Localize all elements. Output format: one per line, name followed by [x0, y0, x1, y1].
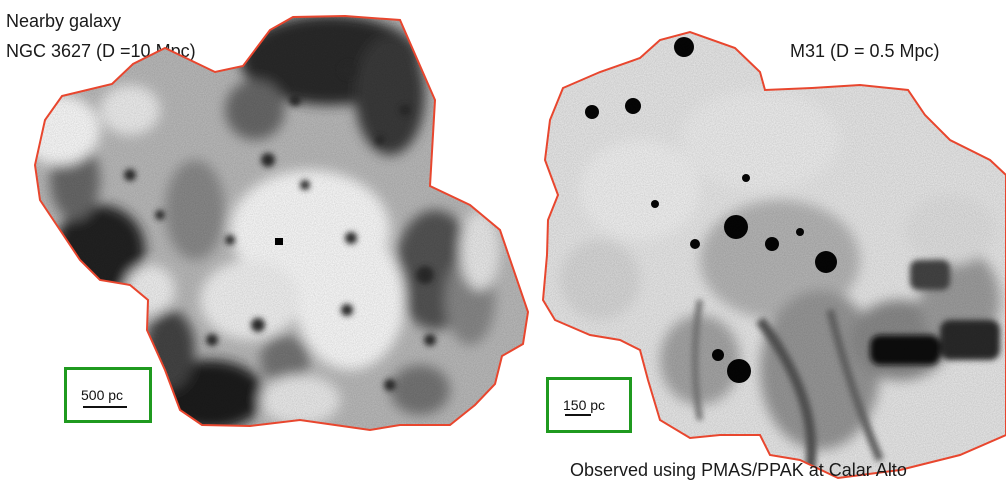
left-panel-title-line1: Nearby galaxy: [6, 11, 122, 31]
right-scalebar: 150 pc: [546, 377, 632, 433]
left-scalebar: 500 pc: [64, 367, 152, 423]
caption: Observed using PMAS/PPAK at Calar Alto: [570, 460, 907, 480]
right-panel-title: M31 (D = 0.5 Mpc): [790, 41, 940, 61]
ngc3627-map: [35, 16, 528, 430]
left-scalebar-line: [83, 406, 127, 408]
m31-field-outline: [541, 30, 1006, 480]
right-scalebar-label: 150 pc: [563, 397, 606, 413]
ngc3627-field-outline: [33, 14, 530, 432]
right-scalebar-line: [565, 414, 591, 416]
left-scalebar-label: 500 pc: [81, 387, 124, 403]
